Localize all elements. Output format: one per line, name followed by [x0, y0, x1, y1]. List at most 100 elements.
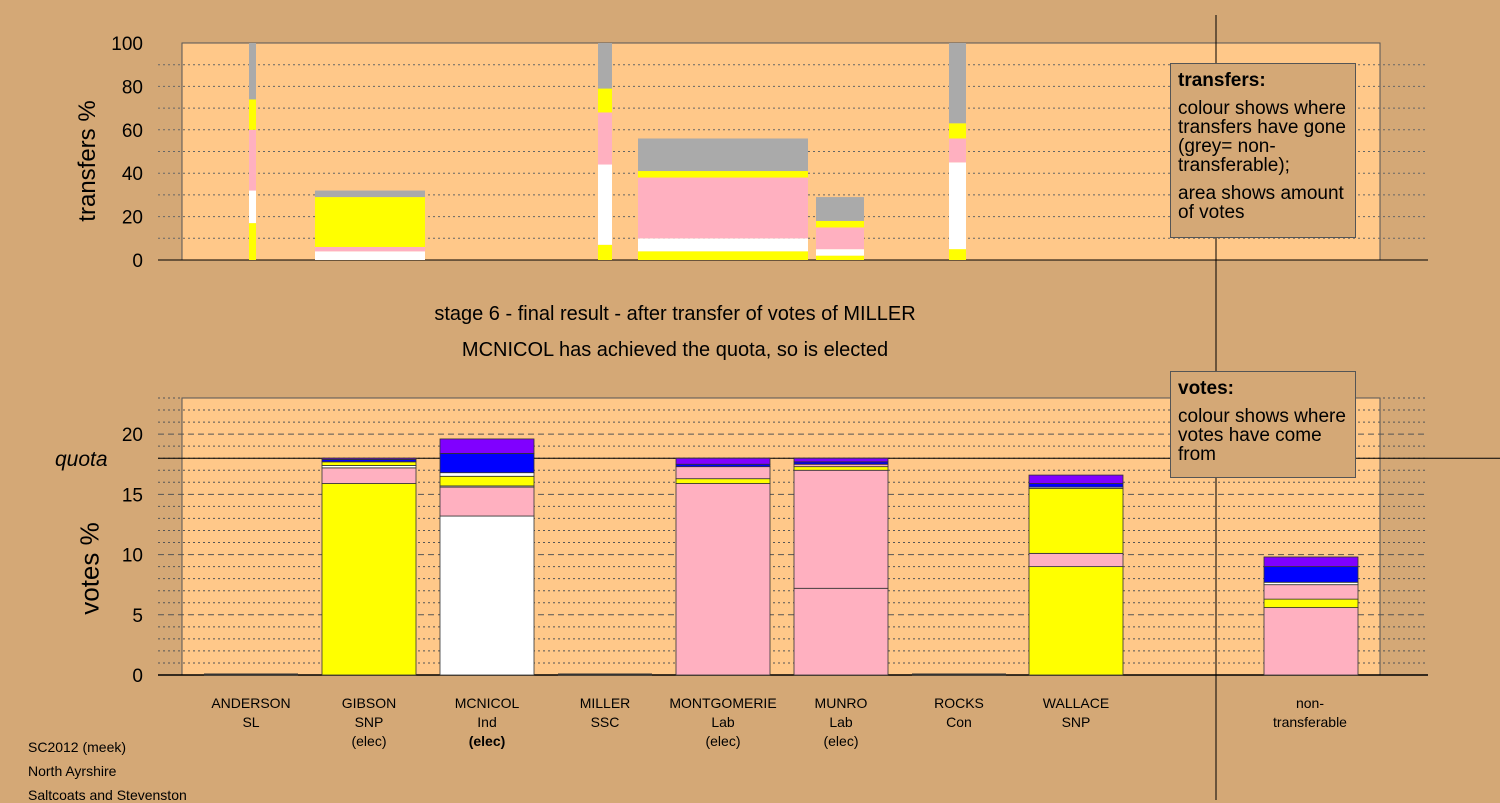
election-status: MCNICOL has achieved the quota, so is el… — [461, 339, 889, 361]
transfers-bar-segment — [315, 190, 425, 198]
candidate-label: ROCKS Con — [889, 694, 1029, 732]
candidate-label: MUNRO Lab (elec) — [771, 694, 911, 751]
votes-bar-segment — [439, 486, 535, 517]
votes-bar-segment — [1028, 487, 1124, 554]
transfers-bar-segment — [249, 223, 256, 260]
candidate-label: MCNICOL Ind (elec) — [417, 694, 557, 751]
candidate-name: GIBSON — [341, 695, 397, 711]
transfers-bar-segment — [598, 88, 612, 113]
candidate-name: MONTGOMERIE — [669, 695, 777, 711]
ward-label: Saltcoats and Stevenston — [28, 787, 187, 803]
transfers-tick-label: 40 — [122, 164, 143, 185]
votes-bar-segment — [1263, 607, 1359, 676]
candidate-name: ANDERSON — [211, 695, 291, 711]
transfers-legend-text-1: colour shows where transfers have gone (… — [1178, 98, 1346, 176]
transfers-tick-label: 60 — [122, 121, 143, 142]
votes-bar-segment — [675, 466, 771, 480]
transfers-tick-label: 0 — [132, 251, 143, 272]
transfers-bar-segment — [598, 164, 612, 245]
votes-tick-label: 5 — [132, 606, 143, 627]
transfers-bar-segment — [638, 138, 808, 172]
votes-tick-label: 10 — [122, 546, 143, 567]
transfers-bar-segment — [638, 238, 808, 252]
transfers-tick-label: 80 — [122, 77, 143, 98]
transfers-bar-segment — [949, 162, 966, 250]
transfers-tick-label: 100 — [111, 34, 143, 55]
votes-bar-segment — [793, 457, 889, 463]
candidate-label: GIBSON SNP (elec) — [299, 694, 439, 751]
candidate-party: Ind — [477, 714, 497, 730]
candidate-label: MONTGOMERIE Lab (elec) — [653, 694, 793, 751]
candidate-party: Con — [946, 714, 972, 730]
quota-label: quota — [55, 448, 108, 471]
votes-bar-segment — [439, 438, 535, 454]
transfers-bar-segment — [598, 244, 612, 260]
top-y-axis-label: transfers % — [74, 100, 101, 222]
votes-bar-segment — [1263, 584, 1359, 600]
candidate-name: MILLER — [579, 695, 631, 711]
votes-bar-segment — [1028, 552, 1124, 568]
votes-bar-segment — [439, 515, 535, 676]
candidate-name: MCNICOL — [454, 695, 520, 711]
votes-bar-segment — [439, 472, 535, 477]
stage-title: stage 6 - final result - after transfer … — [434, 303, 916, 325]
candidate-label: WALLACE SNP — [1006, 694, 1146, 732]
transfers-bar-segment — [816, 220, 864, 228]
transfers-bar-segment — [249, 190, 256, 224]
votes-bar-segment — [1263, 566, 1359, 583]
bottom-y-axis-label: votes % — [74, 522, 105, 615]
transfers-bar-segment — [315, 246, 425, 252]
council-label: North Ayrshire — [28, 763, 117, 779]
votes-bar-segment — [321, 461, 417, 466]
votes-bar-segment — [1263, 556, 1359, 568]
votes-bar-segment — [793, 587, 889, 676]
candidate-status: (elec) — [823, 733, 859, 749]
transfers-bar-segment — [638, 251, 808, 260]
transfers-bar-segment — [315, 197, 425, 247]
votes-bar-segment — [1028, 474, 1124, 484]
candidate-name: MUNRO — [814, 695, 868, 711]
transfers-bar-segment — [315, 251, 425, 260]
candidate-name: ROCKS — [934, 695, 984, 711]
transfers-legend: transfers: colour shows where transfers … — [1170, 63, 1356, 238]
source-label: SC2012 (meek) — [28, 739, 127, 755]
transfers-legend-title: transfers: — [1178, 70, 1266, 91]
candidate-status: (elec) — [705, 733, 741, 749]
votes-bar-segment — [1263, 598, 1359, 608]
votes-bar-segment — [793, 469, 889, 589]
candidate-party: SL — [242, 714, 260, 730]
transfers-bar-segment — [249, 43, 256, 100]
transfers-bar-segment — [598, 43, 612, 89]
candidate-party: SNP — [1061, 714, 1091, 730]
votes-bar-segment — [675, 457, 771, 465]
votes-bar-segment — [439, 452, 535, 474]
transfers-bar-segment — [949, 43, 966, 124]
transfers-bar-segment — [638, 177, 808, 239]
votes-tick-label: 20 — [122, 425, 143, 446]
candidate-party: SSC — [590, 714, 620, 730]
candidate-status: (elec) — [351, 733, 387, 749]
votes-tick-label: 0 — [132, 666, 143, 687]
transfers-bar-segment — [949, 249, 966, 260]
votes-bar-segment — [675, 483, 771, 676]
candidate-status: (elec) — [468, 733, 506, 749]
candidate-name: WALLACE — [1042, 695, 1110, 711]
votes-legend-title: votes: — [1178, 378, 1234, 399]
candidate-label: ANDERSON SL — [181, 694, 321, 732]
nontransferable-label: non- transferable — [1273, 695, 1347, 730]
transfers-bar-segment — [249, 129, 256, 191]
transfers-tick-label: 20 — [122, 208, 143, 229]
votes-bar-segment — [1028, 566, 1124, 676]
transfers-bar-segment — [816, 255, 864, 260]
transfers-bar-segment — [949, 138, 966, 163]
candidate-party: Lab — [711, 714, 735, 730]
candidate-party: Lab — [829, 714, 853, 730]
votes-bar-segment — [321, 457, 417, 460]
transfers-bar-segment — [638, 171, 808, 178]
votes-legend: votes: colour shows where votes have com… — [1170, 371, 1356, 478]
votes-bar-segment — [675, 478, 771, 484]
candidate-label: MILLER SSC — [535, 694, 675, 732]
transfers-bar-segment — [249, 99, 256, 130]
transfers-bar-segment — [816, 249, 864, 256]
transfers-bar-segment — [816, 197, 864, 221]
